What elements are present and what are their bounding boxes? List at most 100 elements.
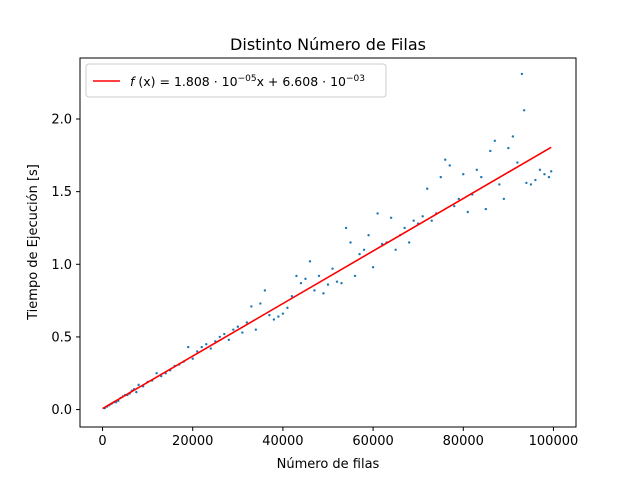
scatter-point bbox=[241, 331, 244, 334]
scatter-point bbox=[389, 216, 393, 220]
scatter-point bbox=[430, 219, 433, 222]
scatter-point bbox=[326, 283, 330, 286]
scatter-point bbox=[200, 345, 203, 349]
y-tick-label: 0.0 bbox=[51, 403, 72, 418]
scatter-point bbox=[209, 347, 212, 350]
scatter-point bbox=[304, 277, 307, 281]
scatter-point bbox=[466, 210, 469, 214]
scatter-point bbox=[223, 332, 226, 336]
scatter-point bbox=[254, 328, 258, 331]
scatter-point bbox=[484, 207, 488, 211]
scatter-point bbox=[412, 219, 415, 222]
scatter-point bbox=[448, 164, 451, 167]
scatter-point bbox=[507, 146, 510, 150]
fit-line bbox=[102, 146, 552, 410]
scatter-point bbox=[335, 280, 339, 283]
scatter-point bbox=[493, 139, 497, 143]
scatter-point bbox=[205, 342, 208, 346]
scatter-point bbox=[462, 173, 465, 176]
scatter-point bbox=[344, 226, 348, 230]
scatter-point bbox=[263, 289, 267, 292]
scatter-point bbox=[489, 149, 492, 153]
legend-label-f: f bbox=[130, 74, 136, 89]
axes-frame bbox=[79, 57, 577, 428]
scatter-point bbox=[534, 178, 537, 182]
scatter-point bbox=[187, 345, 190, 349]
scatter-point bbox=[349, 241, 352, 244]
scatter-point bbox=[376, 212, 379, 215]
scatter-point bbox=[475, 168, 478, 172]
scatter-point bbox=[538, 168, 542, 172]
scatter-point bbox=[137, 383, 140, 387]
scatter-point bbox=[295, 274, 298, 278]
scatter-point bbox=[322, 292, 325, 295]
scatter-point bbox=[218, 335, 221, 339]
scatter-point bbox=[290, 295, 294, 298]
scatter-point bbox=[362, 248, 366, 251]
scatter-point bbox=[353, 274, 357, 278]
chart-title: Distinto Número de Filas bbox=[230, 35, 426, 54]
scatter-point bbox=[444, 158, 447, 161]
legend-label-mid: x + 6.608 · 10 bbox=[257, 74, 346, 89]
scatter-point bbox=[232, 328, 235, 331]
x-tick-label: 20000 bbox=[172, 434, 213, 449]
x-tick-label: 100000 bbox=[529, 434, 579, 449]
legend: f (x) = 1.808 · 10−05x + 6.608 · 10−03 bbox=[85, 63, 387, 98]
scatter-point bbox=[135, 390, 138, 394]
legend-label-exp2: −03 bbox=[346, 74, 365, 84]
y-tick-label: 0.5 bbox=[51, 330, 72, 345]
scatter-point bbox=[367, 234, 370, 237]
scatter-point bbox=[196, 350, 199, 353]
scatter-point bbox=[277, 315, 280, 318]
scatter-point bbox=[236, 325, 240, 328]
x-axis-label: Número de filas bbox=[277, 457, 380, 472]
scatter-point bbox=[457, 197, 460, 201]
scatter-point bbox=[317, 274, 321, 278]
scatter-point bbox=[250, 305, 253, 308]
scatter-point bbox=[286, 306, 289, 310]
scatter-point bbox=[403, 226, 406, 230]
legend-box bbox=[85, 63, 387, 98]
scatter-point bbox=[511, 135, 515, 138]
scatter-point bbox=[502, 197, 506, 201]
y-tick-label: 2.0 bbox=[51, 113, 72, 128]
scatter-point bbox=[543, 173, 546, 176]
scatter-point bbox=[426, 187, 429, 190]
scatter-point bbox=[516, 161, 519, 164]
scatter-point bbox=[331, 267, 334, 270]
scatter-point bbox=[191, 357, 194, 360]
x-tick-label: 40000 bbox=[262, 434, 303, 449]
legend-label-exp1: −05 bbox=[238, 74, 257, 84]
scatter-point bbox=[439, 175, 442, 179]
scatter-point bbox=[155, 372, 158, 375]
scatter-point bbox=[308, 260, 312, 263]
y-tick-label: 1.0 bbox=[51, 258, 72, 273]
legend-label: f (x) = 1.808 · 10−05x + 6.608 · 10−03 bbox=[130, 74, 365, 89]
axis-ticks: 0 20000 40000 60000 80000 100000 0.0 0.5 1.0 1.5 2… bbox=[51, 113, 578, 449]
scatter-point bbox=[407, 241, 411, 244]
scatter-point bbox=[498, 183, 501, 186]
scatter-point bbox=[480, 175, 483, 179]
scatter-point bbox=[550, 170, 553, 173]
y-axis-label: Tiempo de Ejecución [s] bbox=[26, 164, 41, 321]
scatter-point bbox=[340, 281, 343, 285]
scatter-point bbox=[281, 312, 285, 315]
scatter-point bbox=[520, 72, 524, 76]
scatter-point bbox=[371, 265, 375, 269]
scatter-point bbox=[421, 215, 424, 218]
plot-area bbox=[102, 72, 553, 410]
x-tick-label: 80000 bbox=[443, 434, 484, 449]
scatter-point bbox=[525, 181, 528, 185]
scatter-point bbox=[268, 313, 271, 317]
scatter-point bbox=[272, 318, 276, 321]
x-tick-label: 0 bbox=[98, 434, 106, 449]
scatter-point bbox=[529, 183, 533, 186]
legend-label-lhs: (x) = 1.808 · 10 bbox=[134, 74, 237, 89]
scatter-point bbox=[358, 252, 361, 256]
scatter-point bbox=[547, 175, 551, 179]
scatter-point bbox=[259, 302, 262, 305]
x-tick-label: 60000 bbox=[352, 434, 393, 449]
scatter-point bbox=[227, 338, 230, 342]
